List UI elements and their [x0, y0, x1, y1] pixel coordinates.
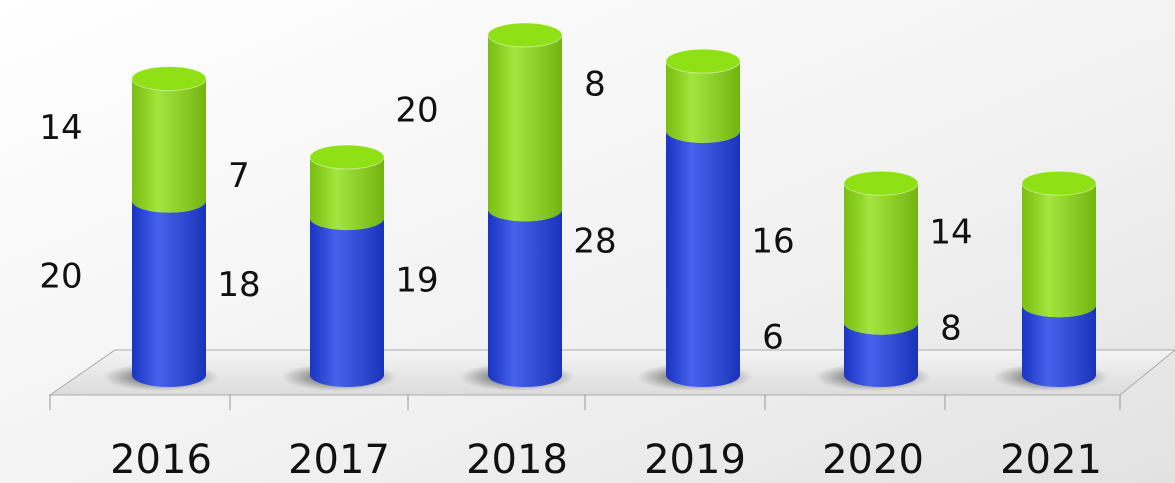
- bar-shine: [310, 218, 385, 387]
- value-label: 8: [584, 65, 606, 105]
- value-label: 14: [929, 213, 972, 253]
- bar-shine: [132, 200, 206, 387]
- cylinder-top: [131, 66, 207, 92]
- cylinder-top: [1021, 170, 1097, 196]
- x-tick-label: 2019: [644, 437, 746, 483]
- value-label: 8: [940, 309, 962, 349]
- floor-ticks: [49, 395, 1121, 410]
- cylinder-top: [487, 22, 563, 48]
- x-tick-label: 2021: [1000, 437, 1102, 483]
- cylinder-top: [309, 144, 385, 170]
- value-label: 6: [762, 317, 784, 357]
- x-tick-label: 2017: [288, 437, 390, 483]
- x-tick-label: 2016: [110, 437, 212, 483]
- bar-shine: [844, 183, 918, 335]
- bar-shine: [310, 157, 385, 231]
- value-label: 16: [751, 221, 794, 261]
- x-tick-label: 2018: [466, 437, 568, 483]
- bar-shine: [666, 130, 740, 387]
- x-tick-label: 2020: [822, 437, 924, 483]
- bar-shine: [488, 209, 562, 387]
- cylinder-top: [665, 48, 741, 74]
- value-label: 28: [573, 221, 616, 261]
- value-label: 14: [39, 108, 82, 148]
- bar-shine: [1022, 183, 1096, 318]
- bar-shine: [844, 322, 918, 387]
- value-label: 18: [217, 265, 260, 305]
- value-label: 7: [228, 156, 250, 196]
- value-label: 20: [39, 256, 82, 296]
- cylinder-top: [843, 170, 919, 196]
- bar-shine: [1022, 305, 1096, 387]
- bar-shine: [132, 78, 206, 213]
- value-label: 19: [395, 261, 438, 301]
- bar-shine: [666, 61, 740, 143]
- value-label: 20: [395, 91, 438, 131]
- bar-shine: [488, 35, 562, 222]
